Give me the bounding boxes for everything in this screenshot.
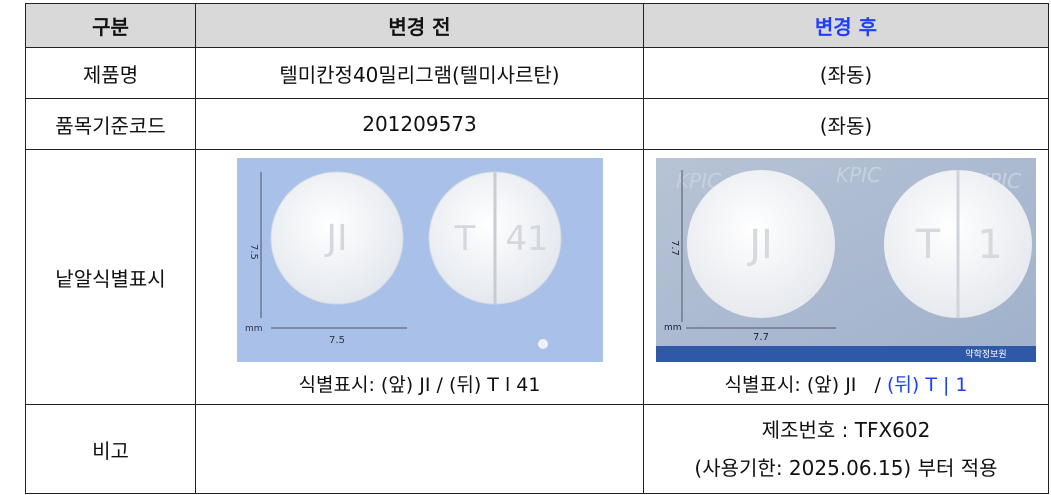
remark-line: 제조번호 : TFX602 bbox=[761, 418, 931, 442]
dimension: 7.7 bbox=[753, 332, 769, 343]
cell: (좌동) bbox=[643, 98, 1049, 150]
image-row: 낱알식별표시 JI T 41 7.5 mm 7.5 식별표시: (앞) JI /… bbox=[25, 149, 1049, 405]
cell: 텔미칸정40밀리그램(텔미사르탄) bbox=[195, 47, 644, 99]
imprint: T bbox=[915, 222, 941, 268]
imprint: 1 bbox=[977, 222, 1002, 268]
cell: 품목기준코드 bbox=[25, 98, 196, 150]
cell: KPIC KPIC KPIC JI T 1 7.7 mm 7.7 약학정보원 식… bbox=[643, 149, 1049, 405]
imprint: T bbox=[453, 219, 475, 259]
cell: 낱알식별표시 bbox=[25, 149, 196, 405]
header-cell: 변경 전 bbox=[195, 3, 644, 48]
cell: 제조번호 : TFX602 (사용기한: 2025.06.15) 부터 적용 bbox=[643, 404, 1049, 494]
cell: 비고 bbox=[25, 404, 196, 494]
imprint: JI bbox=[746, 222, 773, 268]
comparison-table: 구분 변경 전 변경 후 제품명 텔미칸정40밀리그램(텔미사르탄) (좌동) … bbox=[25, 3, 1049, 494]
watermark: KPIC bbox=[836, 163, 881, 187]
source: 약학정보원 bbox=[965, 348, 1006, 360]
dimension: 7.5 bbox=[248, 244, 259, 260]
cell: 제품명 bbox=[25, 47, 196, 99]
cell bbox=[195, 404, 644, 494]
pill-image: KPIC KPIC KPIC JI T 1 7.7 mm 7.7 약학정보원 bbox=[656, 157, 1036, 362]
imprint: JI bbox=[324, 218, 347, 259]
unit: mm bbox=[245, 324, 263, 334]
dimension: 7.5 bbox=[329, 335, 345, 346]
row: 제품명 텔미칸정40밀리그램(텔미사르탄) (좌동) bbox=[25, 47, 1049, 99]
caption-part: 식별표시: (앞) JI bbox=[298, 373, 431, 396]
cell: JI T 41 7.5 mm 7.5 식별표시: (앞) JI / (뒤) T … bbox=[195, 149, 644, 405]
caption: 식별표시: (앞) JI / (뒤) T l 41 bbox=[196, 370, 643, 397]
caption: 식별표시: (앞) JI / (뒤) T | 1 bbox=[644, 370, 1048, 397]
remark-line: (사용기한: 2025.06.15) 부터 적용 bbox=[694, 456, 998, 480]
header-cell: 구분 bbox=[25, 3, 196, 48]
caption-part: / (뒤) T l 41 bbox=[436, 373, 541, 396]
row: 품목기준코드 201209573 (좌동) bbox=[25, 98, 1049, 150]
dimension: 7.7 bbox=[669, 240, 680, 256]
imprint: 41 bbox=[505, 219, 548, 259]
header-cell: 변경 후 bbox=[643, 3, 1049, 48]
cell: 201209573 bbox=[195, 98, 644, 150]
unit: mm bbox=[664, 323, 682, 333]
pill-image: JI T 41 7.5 mm 7.5 bbox=[236, 157, 603, 362]
caption-part: (뒤) T | 1 bbox=[886, 373, 968, 396]
header-row: 구분 변경 전 변경 후 bbox=[25, 3, 1049, 48]
caption-part: 식별표시: (앞) JI / bbox=[724, 373, 881, 396]
cell: (좌동) bbox=[643, 47, 1049, 99]
row: 비고 제조번호 : TFX602 (사용기한: 2025.06.15) 부터 적… bbox=[25, 404, 1049, 494]
